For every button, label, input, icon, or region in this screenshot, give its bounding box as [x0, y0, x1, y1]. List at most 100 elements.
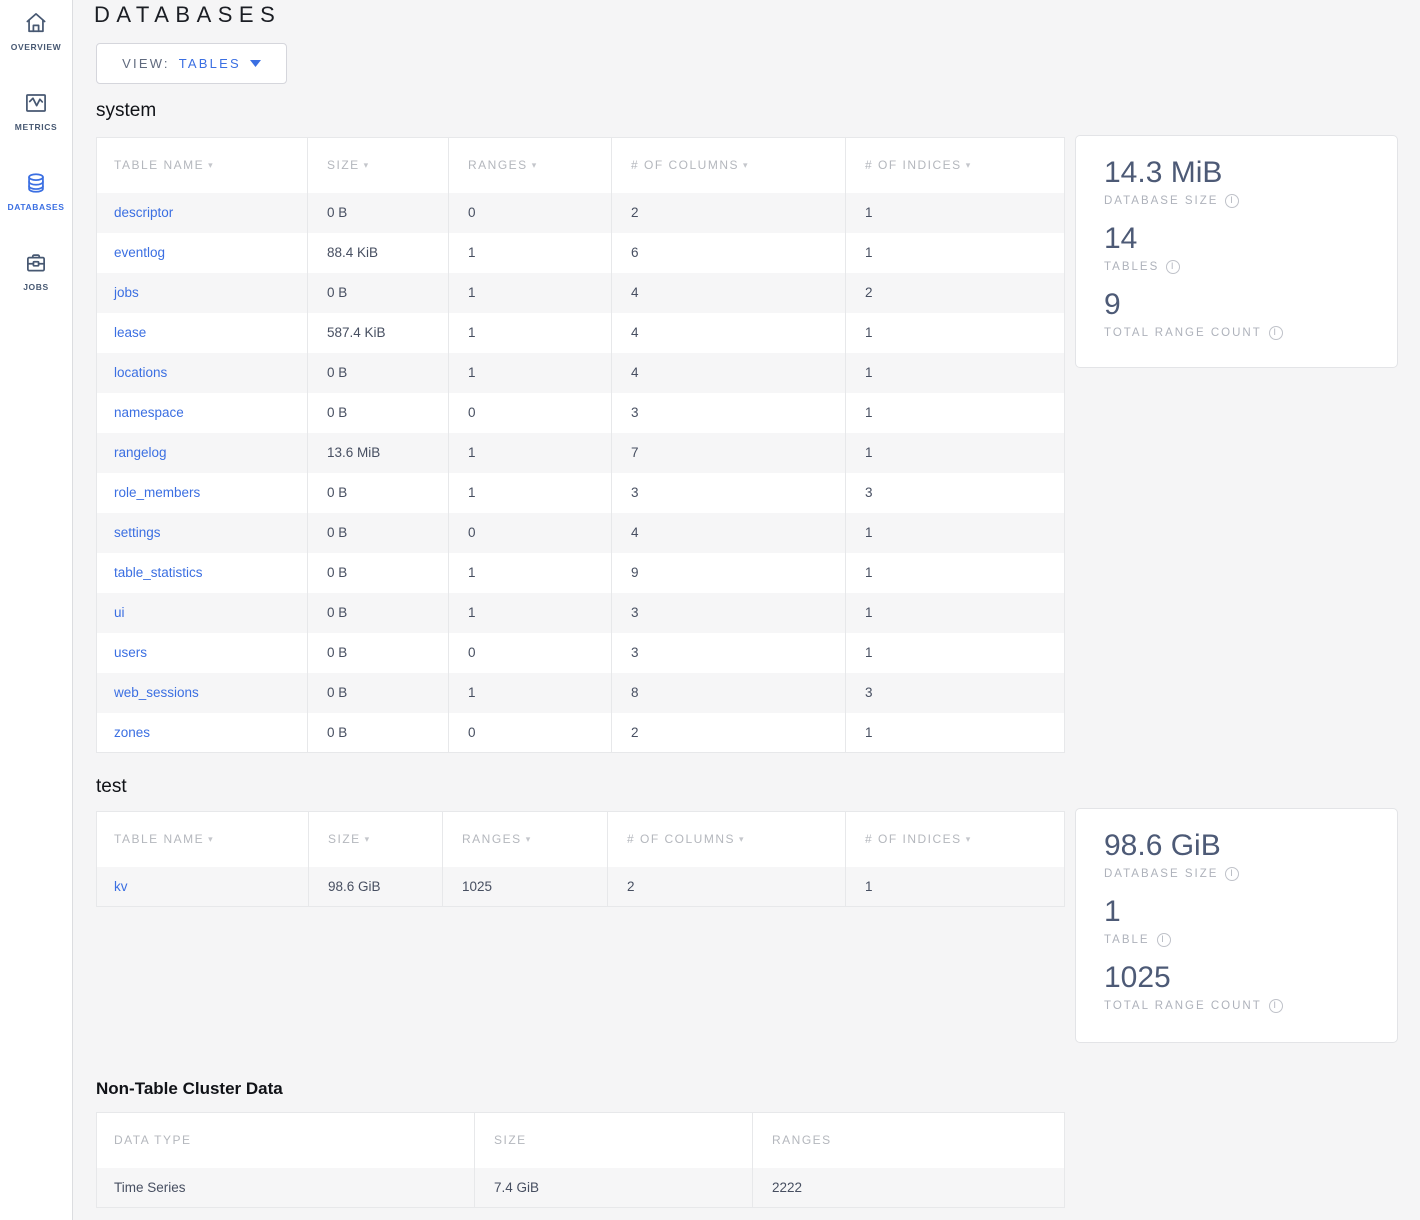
sidebar-item-label: DATABASES [7, 202, 65, 212]
column-header-columns[interactable]: # OF COLUMNS ▾ [611, 137, 846, 193]
table-row: kv 98.6 GiB 1025 2 1 [96, 866, 1065, 907]
table-cell: 0 B [307, 352, 449, 393]
table-row: rangelog 13.6 MiB 1 7 1 [96, 432, 1065, 473]
table-name-link[interactable]: namespace [114, 405, 184, 420]
sort-caret-icon: ▾ [739, 834, 746, 845]
system-tables-table: TABLE NAME ▾ SIZE ▾ RANGES ▾ # OF COLUMNS ▾ … [96, 137, 1065, 753]
table-cell: 7.4 GiB [474, 1167, 753, 1208]
column-header-table-name[interactable]: TABLE NAME ▾ [114, 832, 215, 847]
column-header-ranges[interactable]: RANGES ▾ [448, 137, 612, 193]
sort-caret-icon: ▾ [525, 834, 532, 845]
table-cell: 2 [611, 712, 846, 753]
column-header-columns[interactable]: # OF COLUMNS ▾ [607, 811, 846, 867]
table-cell: 0 [448, 512, 612, 553]
table-cell: 1 [845, 432, 1065, 473]
table-name-link[interactable]: zones [114, 724, 151, 740]
table-cell: 1 [845, 866, 1065, 907]
table-name-link[interactable]: ui [114, 605, 125, 620]
home-icon [23, 10, 49, 36]
sidebar-item-jobs[interactable]: JOBS [0, 246, 72, 326]
table-cell: 0 B [307, 192, 449, 233]
sidebar-nav: OVERVIEW METRICS DATABASES [0, 0, 73, 1220]
table-name-link[interactable]: table_statistics [114, 565, 203, 580]
table-cell: 3 [845, 672, 1065, 713]
range-count-label: TOTAL RANGE COUNT [1104, 327, 1262, 339]
table-cell: 1 [448, 272, 612, 313]
table-cell: 0 [448, 192, 612, 233]
table-cell: 88.4 KiB [307, 232, 449, 273]
view-dropdown-prefix: VIEW: [122, 56, 170, 71]
column-header-indices[interactable]: # OF INDICES ▾ [845, 811, 1065, 867]
info-icon[interactable]: i [1268, 999, 1283, 1013]
table-name-link[interactable]: locations [114, 365, 168, 380]
database-size-value: 14.3 MiB [1104, 156, 1223, 189]
table-cell: 3 [611, 472, 846, 513]
test-tables-table: TABLE NAME ▾ SIZE ▾ RANGES ▾ # OF COLUMNS ▾ … [96, 811, 1065, 907]
table-cell: 0 B [307, 272, 449, 313]
column-header-data-type: DATA TYPE [114, 1133, 192, 1148]
info-icon[interactable]: i [1225, 194, 1240, 208]
table-cell: 2222 [752, 1167, 1065, 1208]
sidebar-item-overview[interactable]: OVERVIEW [0, 6, 72, 86]
table-name-link[interactable]: users [114, 645, 148, 660]
column-header-size[interactable]: SIZE ▾ [308, 811, 443, 867]
table-cell: 587.4 KiB [307, 312, 449, 353]
info-icon[interactable]: i [1225, 867, 1240, 881]
sidebar-item-databases[interactable]: DATABASES [0, 166, 72, 246]
table-cell: Time Series [114, 1179, 186, 1195]
table-cell: 1 [845, 232, 1065, 273]
column-header-ranges[interactable]: RANGES ▾ [442, 811, 608, 867]
info-icon[interactable]: i [1156, 933, 1171, 947]
table-name-link[interactable]: lease [114, 325, 147, 340]
table-header-row: TABLE NAME ▾ SIZE ▾ RANGES ▾ # OF COLUMNS ▾ … [97, 811, 1065, 867]
info-icon[interactable]: i [1166, 260, 1181, 274]
table-cell: 1 [845, 392, 1065, 433]
table-cell: 8 [611, 672, 846, 713]
table-cell: 1025 [442, 866, 608, 907]
table-name-link[interactable]: descriptor [114, 205, 174, 220]
table-cell: 1 [845, 712, 1065, 753]
database-icon [23, 170, 49, 196]
table-cell: 1 [448, 672, 612, 713]
table-cell: 1 [845, 592, 1065, 633]
column-header-table-name[interactable]: TABLE NAME ▾ [114, 158, 215, 173]
metrics-icon [23, 90, 49, 116]
view-dropdown[interactable]: VIEW: TABLES [96, 43, 287, 84]
table-cell: 3 [611, 592, 846, 633]
table-cell: 0 B [307, 592, 449, 633]
table-cell: 6 [611, 232, 846, 273]
column-header-size[interactable]: SIZE ▾ [307, 137, 449, 193]
table-count-label: TABLES [1104, 261, 1160, 273]
table-count-label: TABLE [1104, 934, 1150, 946]
table-cell: 1 [845, 352, 1065, 393]
info-icon[interactable]: i [1268, 326, 1283, 340]
non-table-cluster-table: DATA TYPE SIZE RANGES Time Series 7.4 GiB… [96, 1112, 1065, 1208]
table-cell: 4 [611, 512, 846, 553]
table-name-link[interactable]: kv [114, 878, 128, 894]
table-name-link[interactable]: rangelog [114, 445, 167, 460]
table-count-value: 14 [1104, 222, 1138, 255]
range-count-value: 1025 [1104, 961, 1171, 994]
sort-caret-icon: ▾ [364, 834, 371, 845]
table-name-link[interactable]: role_members [114, 485, 201, 500]
table-cell: 1 [448, 232, 612, 273]
table-cell: 0 B [307, 712, 449, 753]
sort-caret-icon: ▾ [965, 834, 972, 845]
view-dropdown-value: TABLES [178, 56, 241, 71]
table-name-link[interactable]: settings [114, 525, 161, 540]
table-name-link[interactable]: jobs [114, 285, 139, 300]
table-cell: 1 [448, 592, 612, 633]
column-header-indices[interactable]: # OF INDICES ▾ [845, 137, 1065, 193]
table-name-link[interactable]: web_sessions [114, 685, 199, 700]
table-name-link[interactable]: eventlog [114, 245, 166, 260]
table-cell: 0 [448, 712, 612, 753]
sidebar-item-metrics[interactable]: METRICS [0, 86, 72, 166]
database-heading-system: system [96, 100, 157, 121]
table-cell: 0 B [307, 392, 449, 433]
table-cell: 0 B [307, 552, 449, 593]
